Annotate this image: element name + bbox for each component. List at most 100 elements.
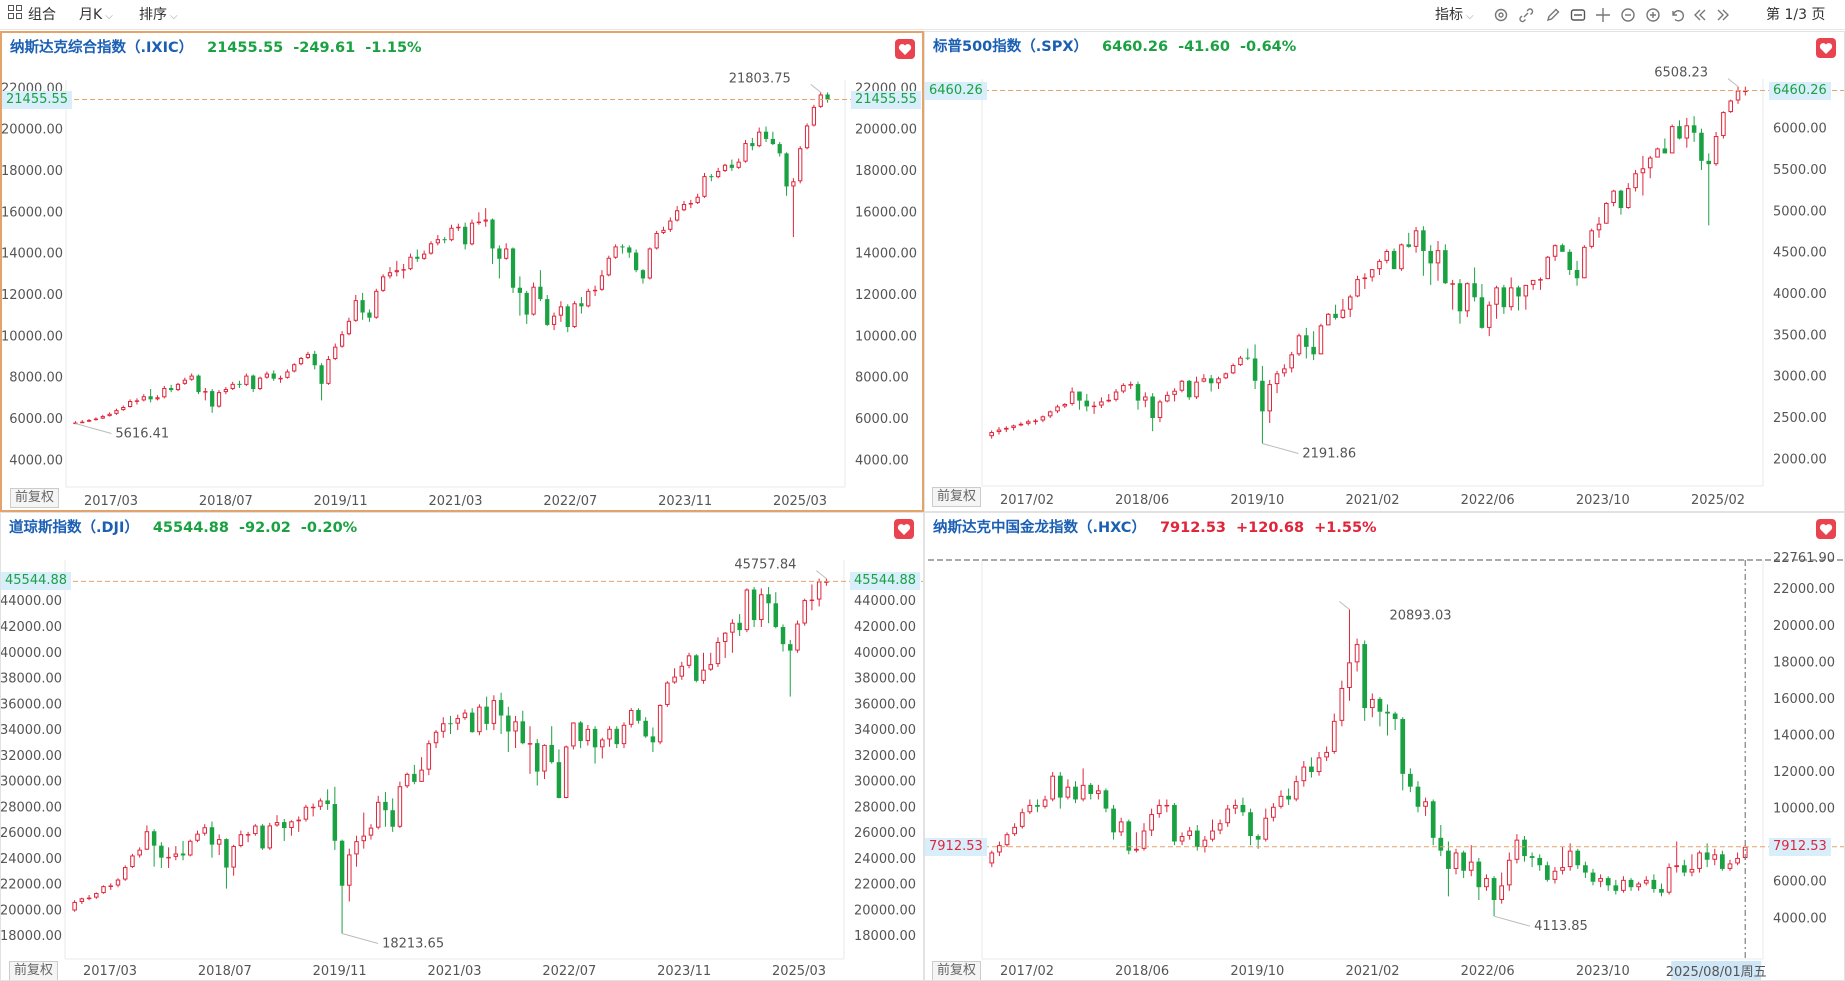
y-tick-label-left: 32000.00 bbox=[1, 749, 62, 764]
period-dropdown[interactable]: 月K ⌵ bbox=[79, 0, 113, 30]
chevron-down-icon: ⌵ bbox=[170, 11, 178, 22]
candle-body bbox=[1080, 784, 1086, 800]
chevron-down-icon: ⌵ bbox=[105, 11, 113, 22]
candle-body bbox=[556, 762, 562, 798]
x-tick-label: 2018/06 bbox=[1115, 493, 1169, 508]
candle-body bbox=[404, 773, 410, 787]
price-adjust-tag[interactable]: 前复权 bbox=[932, 487, 982, 507]
y-tick-label-right: 14000.00 bbox=[1773, 728, 1835, 743]
group-button[interactable]: 组合 bbox=[8, 0, 56, 30]
candle-body bbox=[1311, 346, 1316, 355]
candle-body bbox=[1406, 244, 1412, 247]
last-price-label-right: 7912.53 bbox=[1769, 837, 1831, 856]
panel-header: 标普500指数（.SPX） 6460.26 -41.60 -0.64% bbox=[925, 32, 1844, 62]
candle-body bbox=[189, 375, 194, 380]
indicator-dropdown[interactable]: 指标 ⌵ bbox=[1435, 0, 1474, 30]
y-tick-label-right: 18000.00 bbox=[855, 164, 917, 179]
candle-body bbox=[1012, 826, 1017, 835]
zoom-out-icon[interactable] bbox=[1620, 7, 1636, 23]
candle-body bbox=[469, 712, 475, 733]
y-tick-label-right: 22000.00 bbox=[1773, 582, 1835, 597]
x-tick-label: 2018/07 bbox=[199, 494, 253, 509]
candle-body bbox=[513, 721, 518, 732]
double-right-icon[interactable] bbox=[1715, 7, 1731, 23]
candle-body bbox=[1111, 808, 1116, 833]
chart-panel-spx[interactable]: 标普500指数（.SPX） 6460.26 -41.60 -0.64% 2000.00… bbox=[924, 31, 1845, 512]
y-tick-label-left: 40000.00 bbox=[1, 646, 62, 661]
candle-body bbox=[1605, 878, 1611, 886]
candle-body bbox=[681, 204, 687, 211]
candle-body bbox=[1514, 839, 1520, 860]
zoom-in-icon[interactable] bbox=[1645, 7, 1661, 23]
candle-body bbox=[381, 276, 386, 291]
candle-body bbox=[1598, 878, 1603, 882]
candle-body bbox=[463, 226, 468, 245]
candle-body bbox=[1128, 384, 1133, 386]
candle-body bbox=[784, 153, 789, 187]
chart-panel-dji[interactable]: 道琼斯指数（.DJI） 45544.88 -92.02 -0.20% 18000.00… bbox=[0, 512, 924, 981]
y-tick-label-right: 22000.00 bbox=[854, 878, 916, 893]
candle-body bbox=[1677, 126, 1682, 139]
candlestick-chart[interactable]: 18000.00 18000.00 20000.00 20000.00 22000.00… bbox=[1, 513, 924, 981]
x-tick-label: 2022/07 bbox=[542, 964, 596, 979]
candlestick-chart[interactable]: 4000.00 4000.00 6000.00 6000.00 8000.00 8000.… bbox=[2, 33, 924, 512]
candle-body bbox=[456, 226, 461, 229]
candle-body bbox=[128, 401, 133, 408]
candlestick-chart[interactable]: 4000.006000.008000.0010000.0012000.00140… bbox=[925, 513, 1845, 981]
candle-body bbox=[504, 248, 509, 259]
text-box-icon[interactable] bbox=[1570, 7, 1586, 23]
candle-body bbox=[141, 396, 146, 401]
undo-icon[interactable] bbox=[1669, 7, 1685, 23]
candle-body bbox=[114, 410, 119, 414]
candle-body bbox=[572, 303, 577, 328]
candle-body bbox=[339, 334, 345, 347]
price-adjust-tag[interactable]: 前复权 bbox=[10, 488, 60, 508]
favorite-button[interactable] bbox=[894, 519, 914, 539]
grid-icon bbox=[8, 0, 22, 30]
candle-body bbox=[264, 373, 269, 378]
crosshair-icon[interactable] bbox=[1595, 7, 1611, 23]
x-tick-label: 2025/03 bbox=[773, 494, 827, 509]
candle-body bbox=[1172, 390, 1177, 395]
candle-body bbox=[722, 632, 728, 642]
candlestick-chart[interactable]: 2000.00 2500.00 3000.00 3500.00 4000.00 4500.… bbox=[925, 32, 1845, 512]
candle-body bbox=[665, 682, 670, 705]
y-tick-label-right: 40000.00 bbox=[854, 646, 916, 661]
candle-body bbox=[1377, 260, 1382, 270]
price-adjust-tag[interactable]: 前复权 bbox=[932, 961, 982, 980]
y-tick-label-right: 2000.00 bbox=[1773, 452, 1827, 467]
candle-body bbox=[292, 364, 297, 372]
favorite-button[interactable] bbox=[895, 39, 915, 59]
candle-body bbox=[716, 170, 721, 178]
candle-body bbox=[244, 375, 249, 385]
candle-body bbox=[1040, 416, 1046, 421]
candle-body bbox=[592, 289, 598, 292]
candle-body bbox=[1704, 852, 1710, 860]
favorite-button[interactable] bbox=[1816, 38, 1836, 58]
candle-body bbox=[278, 377, 283, 380]
candle-body bbox=[122, 867, 128, 880]
favorite-button[interactable] bbox=[1816, 519, 1836, 539]
candle-body bbox=[1035, 804, 1040, 807]
last-price-label-left: 6460.26 bbox=[925, 81, 987, 100]
candle-body bbox=[1004, 834, 1010, 846]
chart-panel-ixic[interactable]: 纳斯达克综合指数（.IXIC） 21455.55 -249.61 -1.15% 400… bbox=[0, 31, 924, 512]
double-left-icon[interactable] bbox=[1692, 7, 1708, 23]
candle-body bbox=[310, 806, 316, 809]
candle-body bbox=[339, 840, 345, 886]
candle-body bbox=[477, 706, 482, 733]
candle-body bbox=[1628, 879, 1634, 888]
sort-dropdown[interactable]: 排序 ⌵ bbox=[139, 0, 178, 30]
candle-body bbox=[695, 196, 700, 203]
link-icon[interactable] bbox=[1518, 7, 1534, 23]
candle-body bbox=[1735, 857, 1740, 864]
candle-body bbox=[134, 400, 140, 402]
candle-body bbox=[230, 383, 235, 390]
chart-panel-hxc[interactable]: 纳斯达克中国金龙指数（.HXC） 7912.53 +120.68 +1.55% 400… bbox=[924, 512, 1845, 981]
settings-icon[interactable] bbox=[1493, 7, 1509, 23]
pencil-icon[interactable] bbox=[1545, 7, 1561, 23]
price-adjust-tag[interactable]: 前复权 bbox=[9, 961, 59, 980]
candle-body bbox=[274, 822, 280, 826]
candle-body bbox=[1150, 396, 1155, 418]
y-tick-label-right: 36000.00 bbox=[854, 697, 916, 712]
